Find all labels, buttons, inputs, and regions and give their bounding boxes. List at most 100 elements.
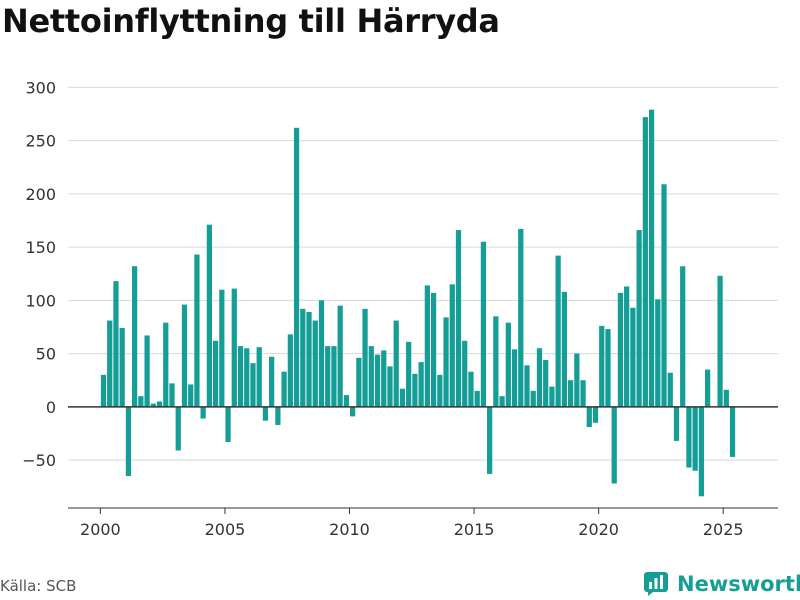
bar <box>262 406 269 421</box>
bar <box>343 395 350 407</box>
bar <box>655 299 661 407</box>
bar <box>100 374 107 407</box>
bar <box>468 371 474 407</box>
bar <box>237 346 244 407</box>
bar <box>293 127 300 407</box>
bar <box>455 230 462 407</box>
bar <box>144 335 150 407</box>
y-tick-label: 250 <box>25 132 56 151</box>
bar <box>275 406 281 425</box>
bar <box>692 406 698 471</box>
bar <box>518 228 524 407</box>
bar <box>487 406 493 474</box>
y-tick-label: 200 <box>25 185 56 204</box>
chart-title: Nettoinflyttning till Härryda <box>2 2 500 40</box>
bar <box>555 255 561 407</box>
bar <box>636 230 642 407</box>
bar <box>169 383 175 407</box>
bar <box>381 350 387 407</box>
bar <box>443 317 449 407</box>
y-tick-label: 150 <box>25 238 56 257</box>
bar <box>424 285 430 407</box>
bar <box>156 401 163 407</box>
y-tick-label: 0 <box>46 398 56 417</box>
bar <box>350 406 356 417</box>
bar <box>200 406 206 419</box>
bar <box>406 341 412 407</box>
bar <box>150 403 156 407</box>
bar <box>574 353 580 407</box>
bar <box>617 292 624 407</box>
source-label: Källa: SCB <box>0 577 77 595</box>
bar <box>225 406 231 442</box>
bar <box>356 357 362 407</box>
bar <box>300 308 306 407</box>
bar <box>549 386 555 407</box>
bar <box>281 371 287 407</box>
bar <box>661 184 667 407</box>
bar <box>729 406 736 457</box>
bar <box>630 307 636 407</box>
bar <box>132 266 138 407</box>
bar <box>580 380 586 407</box>
y-tick-label: 50 <box>36 345 56 364</box>
bar <box>393 320 399 407</box>
bar <box>449 284 455 407</box>
bar <box>269 356 275 407</box>
bar <box>318 300 325 407</box>
bar <box>648 109 655 407</box>
bar <box>480 241 487 407</box>
bar <box>399 388 406 407</box>
bar <box>362 308 368 407</box>
bar <box>188 384 194 407</box>
bar <box>524 365 530 407</box>
bar <box>287 334 293 407</box>
bar <box>605 329 611 407</box>
bar <box>705 369 711 407</box>
bar <box>430 292 437 407</box>
bar <box>206 224 212 407</box>
newsworthy-logo-icon <box>644 572 668 596</box>
y-tick-label: 300 <box>25 78 56 97</box>
bar <box>138 396 144 407</box>
bar <box>586 406 592 428</box>
bar <box>231 288 237 407</box>
bar <box>418 362 424 407</box>
bar <box>212 340 219 407</box>
bar <box>331 346 337 407</box>
bar <box>680 266 686 407</box>
bar <box>686 406 692 468</box>
bar <box>437 374 443 407</box>
bar <box>244 348 250 407</box>
bar <box>368 346 374 407</box>
bar <box>325 346 331 407</box>
bar <box>717 275 723 407</box>
x-tick-label: 2000 <box>80 520 121 539</box>
bar <box>387 366 393 407</box>
bar <box>462 340 468 407</box>
bar <box>474 390 480 407</box>
brand-logo: Newsworthy <box>644 569 800 599</box>
bar <box>611 406 617 484</box>
bar <box>599 325 605 407</box>
bar <box>194 254 200 407</box>
bar <box>642 117 648 407</box>
bar <box>107 320 113 407</box>
x-tick-label: 2010 <box>329 520 370 539</box>
bar <box>499 396 505 407</box>
bar <box>113 281 119 407</box>
y-tick-label: 100 <box>25 291 56 310</box>
bar <box>306 312 312 407</box>
bar <box>543 359 549 407</box>
bar <box>505 322 511 407</box>
x-tick-label: 2025 <box>703 520 744 539</box>
bar <box>567 380 574 407</box>
bar <box>175 406 181 451</box>
bar <box>163 322 169 407</box>
bar <box>698 406 705 497</box>
bar <box>337 305 343 407</box>
bar <box>667 372 673 407</box>
bar <box>511 349 518 407</box>
x-tick-label: 2020 <box>578 520 619 539</box>
